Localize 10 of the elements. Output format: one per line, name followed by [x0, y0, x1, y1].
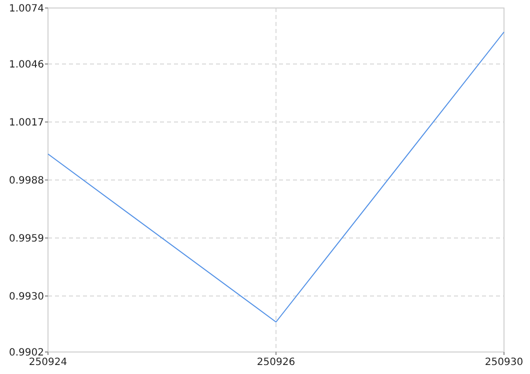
y-tick-label: 1.0046: [9, 60, 44, 70]
y-tick-label: 0.9930: [9, 292, 44, 302]
y-tick-label: 1.0017: [9, 118, 44, 128]
y-tick-label: 0.9902: [9, 348, 44, 358]
x-tick-label: 250930: [484, 357, 524, 368]
y-tick-label: 0.9988: [9, 176, 44, 186]
x-tick-label: 250926: [256, 357, 296, 368]
y-tick-label: 1.0074: [9, 4, 44, 14]
x-tick-label: 250924: [28, 357, 68, 368]
y-tick-label: 0.9959: [9, 234, 44, 244]
